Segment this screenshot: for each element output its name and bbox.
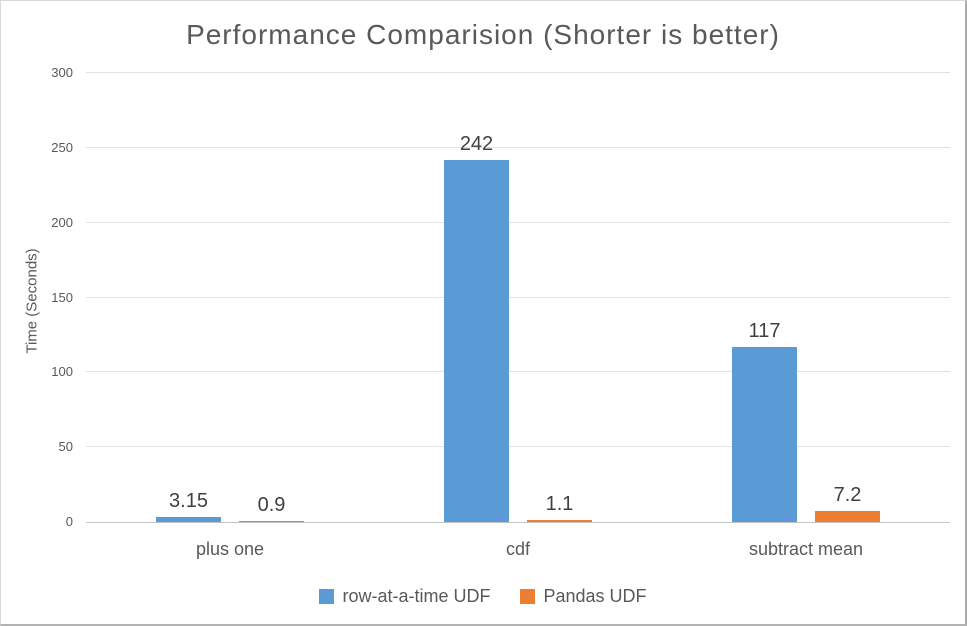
data-label-row-at-a-time-udf-cdf: 242 bbox=[459, 132, 494, 155]
y-tick-label-0: 0 bbox=[65, 514, 73, 529]
gridline-100 bbox=[86, 371, 950, 373]
gridline-250 bbox=[86, 146, 950, 148]
data-label-pandas-udf-subtract-mean: 7.2 bbox=[833, 484, 862, 507]
legend-label-row-at-a-time-udf: row-at-a-time UDF bbox=[342, 586, 491, 606]
plot-area: 3.15 242 117 0.9 1.1 7.2 bbox=[86, 72, 950, 523]
gridline-200 bbox=[86, 221, 950, 223]
row-at-a-time-udf-bar-plus-one bbox=[156, 517, 221, 522]
x-category-label-plus-one: plus one bbox=[195, 539, 265, 559]
y-tick-label-300: 300 bbox=[51, 65, 73, 80]
pandas-udf-bar-plus-one bbox=[239, 520, 304, 522]
row-at-a-time-udf-bar-subtract-mean bbox=[732, 346, 797, 522]
gridline-50 bbox=[86, 446, 950, 448]
data-label-row-at-a-time-udf-subtract-mean: 117 bbox=[748, 319, 781, 342]
data-label-pandas-udf-plus-one: 0.9 bbox=[257, 493, 286, 516]
x-category-label-subtract-mean: subtract mean bbox=[748, 539, 864, 559]
data-label-pandas-udf-cdf: 1.1 bbox=[545, 493, 574, 516]
legend-swatch-pandas-udf bbox=[520, 588, 536, 604]
y-tick-label-150: 150 bbox=[51, 289, 73, 305]
y-tick-label-100: 100 bbox=[51, 364, 73, 380]
data-label-row-at-a-time-udf-plus-one: 3.15 bbox=[169, 490, 208, 513]
gridline-150 bbox=[86, 296, 950, 298]
legend-item-pandas-udf: Pandas UDF bbox=[520, 586, 647, 606]
legend-item-row-at-a-time-udf: row-at-a-time UDF bbox=[319, 586, 490, 606]
chart-title: Performance Comparision (Shorter is bett… bbox=[186, 19, 780, 50]
row-at-a-time-udf-bar-cdf bbox=[444, 159, 509, 522]
legend-label-pandas-udf: Pandas UDF bbox=[543, 586, 647, 606]
y-tick-label-50: 50 bbox=[58, 439, 73, 455]
y-tick-label-250: 250 bbox=[51, 139, 73, 155]
x-category-label-cdf: cdf bbox=[505, 539, 530, 559]
gridline-300 bbox=[86, 72, 950, 73]
legend-swatch-row-at-a-time-udf bbox=[319, 588, 335, 604]
pandas-udf-bar-subtract-mean bbox=[815, 511, 880, 522]
pandas-udf-bar-cdf bbox=[527, 520, 592, 522]
legend: row-at-a-time UDF Pandas UDF bbox=[1, 586, 965, 606]
y-tick-label-200: 200 bbox=[51, 214, 73, 230]
